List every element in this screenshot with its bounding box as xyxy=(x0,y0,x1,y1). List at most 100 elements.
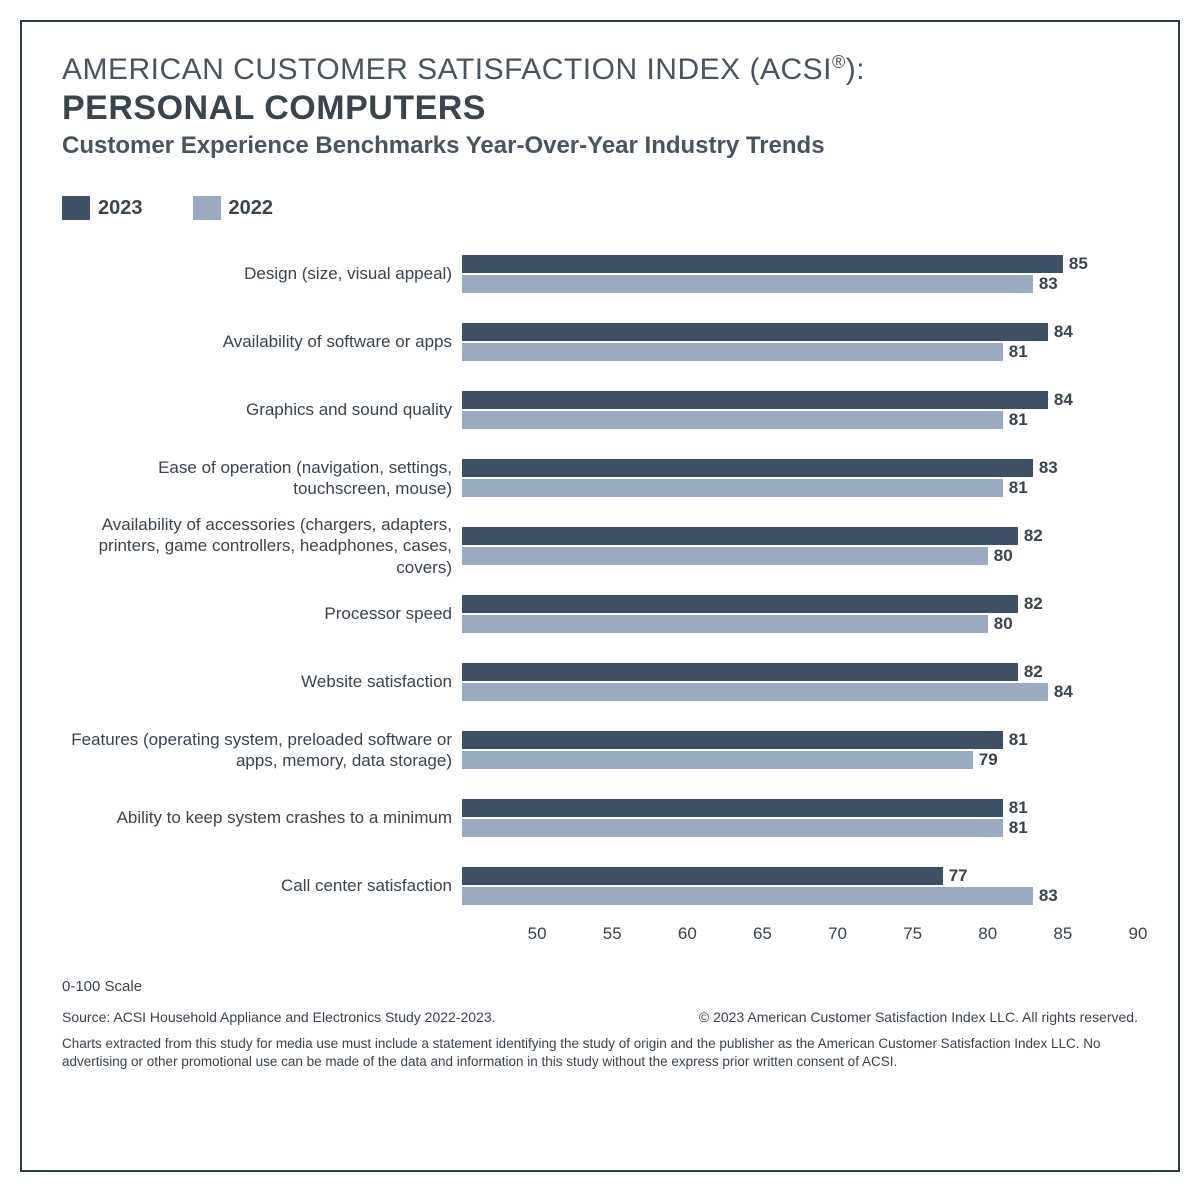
axis-tick: 80 xyxy=(978,924,997,944)
category-label: Availability of accessories (chargers, a… xyxy=(62,514,462,578)
bar-value-2022: 81 xyxy=(1009,818,1028,838)
bar-pair: 77 83 xyxy=(462,852,1138,920)
bar-2023: 82 xyxy=(462,527,1018,545)
category-label: Ease of operation (navigation, settings,… xyxy=(62,457,462,500)
bar-value-2023: 81 xyxy=(1009,798,1028,818)
category-label: Ability to keep system crashes to a mini… xyxy=(62,807,462,828)
bar-2022: 83 xyxy=(462,275,1033,293)
axis-tick: 60 xyxy=(678,924,697,944)
axis-tick: 65 xyxy=(753,924,772,944)
bar-value-2022: 80 xyxy=(994,614,1013,634)
legend-label-2023: 2023 xyxy=(98,197,143,220)
chart-frame: AMERICAN CUSTOMER SATISFACTION INDEX (AC… xyxy=(20,20,1180,1172)
axis-tick: 90 xyxy=(1129,924,1148,944)
source-text: Source: ACSI Household Appliance and Ele… xyxy=(62,1009,496,1025)
bar-value-2022: 81 xyxy=(1009,410,1028,430)
title-block: AMERICAN CUSTOMER SATISFACTION INDEX (AC… xyxy=(62,52,1138,160)
title-pre: AMERICAN CUSTOMER SATISFACTION INDEX (AC… xyxy=(62,53,832,86)
bar-value-2022: 81 xyxy=(1009,342,1028,362)
bar-pair: 8583 xyxy=(462,240,1138,308)
category-label: Processor speed xyxy=(62,603,462,624)
category-row: Website satisfaction xyxy=(62,648,462,716)
bar-value-2022: 83 xyxy=(1039,886,1058,906)
bar-2022: 79 xyxy=(462,751,973,769)
bar-2022: 84 xyxy=(462,683,1048,701)
bar-pair: 8481 xyxy=(462,308,1138,376)
category-row: Graphics and sound quality xyxy=(62,376,462,444)
title-line-2: PERSONAL COMPUTERS xyxy=(62,89,1138,128)
bar-value-2023: 81 xyxy=(1009,730,1028,750)
bar-value-2023: 82 xyxy=(1024,594,1043,614)
bar-pair: 81 79 xyxy=(462,716,1138,784)
bar-2023: 82 xyxy=(462,595,1018,613)
title-line-1: AMERICAN CUSTOMER SATISFACTION INDEX (AC… xyxy=(62,52,1138,87)
bar-value-2023: 82 xyxy=(1024,526,1043,546)
bar-2022: 80 xyxy=(462,547,988,565)
category-label: Design (size, visual appeal) xyxy=(62,263,462,284)
category-row: Availability of accessories (chargers, a… xyxy=(62,512,462,580)
bar-pair: 8280 xyxy=(462,512,1138,580)
bar-2023: 84 xyxy=(462,323,1048,341)
bar-2022: 81 xyxy=(462,411,1003,429)
bar-2023: 77 xyxy=(462,867,943,885)
bar-value-2023: 77 xyxy=(949,866,968,886)
bar-pair: 8181 xyxy=(462,784,1138,852)
bar-2023: 83 xyxy=(462,459,1033,477)
category-row: Processor speed xyxy=(62,580,462,648)
bar-value-2023: 84 xyxy=(1054,322,1073,342)
legend-item-2023: 2023 xyxy=(62,196,143,220)
bar-2023: 85 xyxy=(462,255,1063,273)
x-axis: 505560657075808590 xyxy=(462,924,1138,954)
bar-pair: 8280 xyxy=(462,580,1138,648)
bar-value-2023: 84 xyxy=(1054,390,1073,410)
bar-value-2022: 80 xyxy=(994,546,1013,566)
legend-label-2022: 2022 xyxy=(229,197,274,220)
category-row: Ability to keep system crashes to a mini… xyxy=(62,784,462,852)
bar-value-2023: 83 xyxy=(1039,458,1058,478)
bar-value-2022: 83 xyxy=(1039,274,1058,294)
bar-pair: 8481 xyxy=(462,376,1138,444)
axis-tick: 85 xyxy=(1053,924,1072,944)
bar-2022: 80 xyxy=(462,615,988,633)
title-post: ): xyxy=(846,53,865,86)
bar-value-2023: 85 xyxy=(1069,254,1088,274)
legend-swatch-2022 xyxy=(193,196,221,220)
category-row: Design (size, visual appeal) xyxy=(62,240,462,308)
bar-value-2023: 82 xyxy=(1024,662,1043,682)
axis-tick: 50 xyxy=(528,924,547,944)
title-registered: ® xyxy=(832,52,846,72)
bar-pair: 8284 xyxy=(462,648,1138,716)
category-row: Call center satisfaction xyxy=(62,852,462,920)
category-label: Availability of software or apps xyxy=(62,331,462,352)
legend-item-2022: 2022 xyxy=(193,196,274,220)
bars-column: 8583848184818381828082808284817981817783… xyxy=(462,240,1138,954)
category-label: Features (operating system, preloaded so… xyxy=(62,729,462,772)
bar-2023: 81 xyxy=(462,731,1003,749)
category-row: Availability of software or apps xyxy=(62,308,462,376)
axis-tick: 70 xyxy=(828,924,847,944)
bar-2023: 81 xyxy=(462,799,1003,817)
chart-area: Design (size, visual appeal) Availability… xyxy=(62,240,1138,954)
disclaimer-text: Charts extracted from this study for med… xyxy=(62,1035,1138,1071)
bar-value-2022: 84 xyxy=(1054,682,1073,702)
axis-tick: 55 xyxy=(603,924,622,944)
bar-2022: 81 xyxy=(462,479,1003,497)
category-labels-column: Design (size, visual appeal) Availability… xyxy=(62,240,462,954)
category-row: Ease of operation (navigation, settings,… xyxy=(62,444,462,512)
bar-2022: 81 xyxy=(462,819,1003,837)
bar-2023: 84 xyxy=(462,391,1048,409)
category-label: Call center satisfaction xyxy=(62,875,462,896)
bar-pair: 83 81 xyxy=(462,444,1138,512)
category-label: Website satisfaction xyxy=(62,671,462,692)
category-row: Features (operating system, preloaded so… xyxy=(62,716,462,784)
axis-tick: 75 xyxy=(903,924,922,944)
legend-swatch-2023 xyxy=(62,196,90,220)
subtitle: Customer Experience Benchmarks Year-Over… xyxy=(62,132,1138,160)
legend: 2023 2022 xyxy=(62,196,1138,220)
bar-2023: 82 xyxy=(462,663,1018,681)
bar-2022: 81 xyxy=(462,343,1003,361)
category-label: Graphics and sound quality xyxy=(62,399,462,420)
footer-row: Source: ACSI Household Appliance and Ele… xyxy=(62,1009,1138,1025)
scale-note: 0-100 Scale xyxy=(62,978,1138,995)
copyright-text: © 2023 American Customer Satisfaction In… xyxy=(699,1009,1138,1025)
